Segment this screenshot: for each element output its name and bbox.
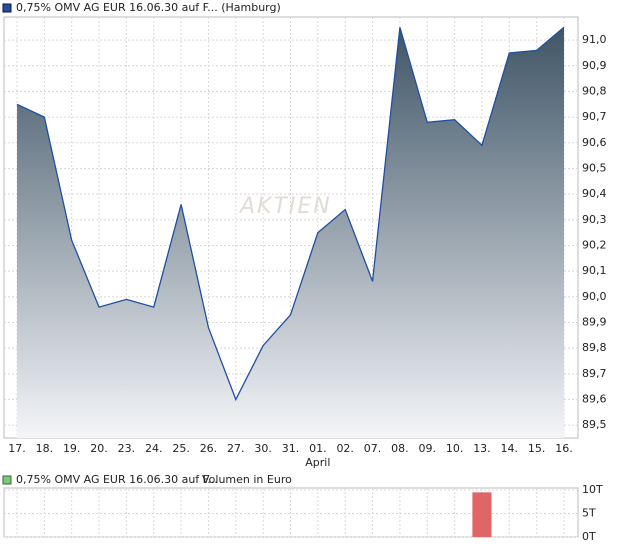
x-tick-label: 31. (282, 442, 300, 455)
x-tick-label: 25. (172, 442, 190, 455)
y-tick-label: 89,6 (582, 392, 607, 405)
y-tick-label: 90,7 (582, 110, 607, 123)
x-tick-label: 13. (473, 442, 491, 455)
y-tick-label: 90,0 (582, 290, 607, 303)
legend-label: 0,75% OMV AG EUR 16.06.30 auf F... (16, 473, 218, 486)
legend-swatch (2, 3, 12, 13)
y-tick-label: 90,1 (582, 264, 607, 277)
x-tick-label: 26. (200, 442, 218, 455)
x-tick-label: 23. (118, 442, 136, 455)
x-tick-label: 07. (364, 442, 382, 455)
x-tick-label: 27. (227, 442, 245, 455)
y-tick-label: 0T (582, 530, 596, 543)
x-tick-label: 30. (254, 442, 272, 455)
y-tick-label: 90,4 (582, 187, 607, 200)
y-tick-label: 89,5 (582, 418, 607, 431)
legend-label: 0,75% OMV AG EUR 16.06.30 auf F... (Hamb… (16, 1, 281, 14)
y-tick-label: 5T (582, 507, 596, 520)
x-tick-label: 14. (501, 442, 519, 455)
x-tick-label: 02. (336, 442, 354, 455)
legend-swatch (2, 475, 12, 485)
x-tick-label: 17. (8, 442, 26, 455)
x-tick-label: 09. (419, 442, 437, 455)
x-tick-label: 24. (145, 442, 163, 455)
y-tick-label: 10T (582, 483, 603, 496)
bar (472, 492, 492, 537)
x-tick-label: 18. (36, 442, 54, 455)
y-tick-label: 90,2 (582, 238, 607, 251)
watermark: AKTIEN (238, 194, 332, 219)
x-tick-label: 19. (63, 442, 81, 455)
x-tick-label: 16. (555, 442, 573, 455)
y-tick-label: 91,0 (582, 33, 607, 46)
y-tick-label: 90,5 (582, 161, 607, 174)
y-tick-label: 90,8 (582, 84, 607, 97)
y-tick-label: 89,7 (582, 367, 607, 380)
y-tick-label: 90,9 (582, 59, 607, 72)
x-tick-label: 10. (446, 442, 464, 455)
y-tick-label: 89,8 (582, 341, 607, 354)
line (16, 26, 565, 402)
x-tick-label: 08. (391, 442, 409, 455)
x-tick-label: 15. (528, 442, 546, 455)
x-tick-label: 01. (309, 442, 327, 455)
y-tick-label: 90,3 (582, 213, 607, 226)
y-tick-label: 89,9 (582, 315, 607, 328)
y-tick-label: 90,6 (582, 136, 607, 149)
axis-label: Volumen in Euro (202, 473, 292, 486)
x-axis-label: April (305, 456, 330, 469)
area (17, 27, 564, 439)
x-tick-label: 20. (90, 442, 108, 455)
